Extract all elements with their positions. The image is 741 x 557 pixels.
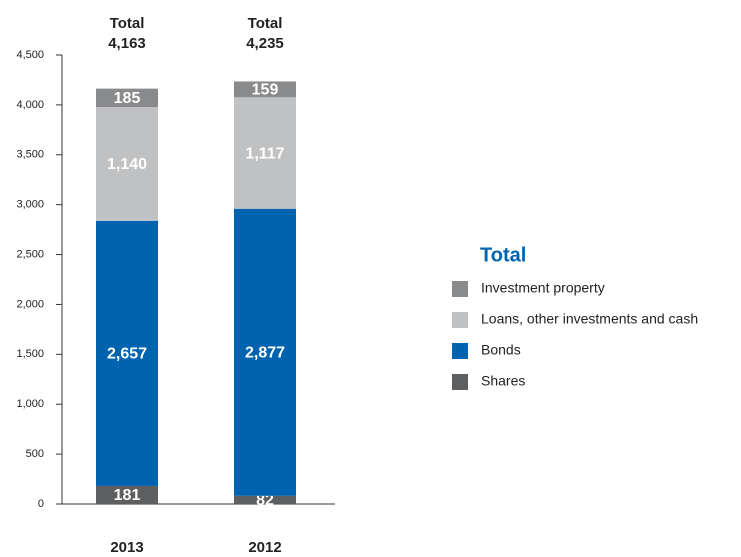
y-tick-label: 4,500 [16,49,44,61]
value-label: 82 [256,492,274,509]
legend-swatch [452,312,468,328]
value-label: 2,657 [107,346,147,363]
y-tick-label: 3,500 [16,149,44,161]
y-tick-label: 3,000 [16,199,44,211]
value-label: 1,140 [107,156,147,173]
y-tick-label: 1,500 [16,348,44,360]
total-label: 4,163 [108,35,146,52]
bar-segment [96,88,158,108]
y-tick-label: 2,000 [16,298,44,310]
value-label: 2,877 [245,345,285,362]
total-title: Total [110,15,145,32]
x-tick-label: 2012 [248,539,281,556]
total-label: 4,235 [246,35,284,52]
y-tick-label: 0 [38,498,44,510]
value-label: 1,117 [245,145,284,162]
bar-segment [234,495,296,504]
legend-title: Total [480,244,526,266]
x-tick-label: 2013 [110,539,143,556]
value-label: 159 [252,82,279,99]
bar-segment [96,107,158,221]
value-label: 181 [114,487,141,504]
bar-segment [234,208,296,496]
y-tick-label: 4,000 [16,99,44,111]
bar-segment [96,220,158,486]
legend-label: Loans, other investments and cash [481,311,698,327]
legend-swatch [452,343,468,359]
y-tick-label: 500 [26,448,44,460]
value-label: 185 [114,90,141,107]
bar-segment [234,81,296,98]
legend-swatch [452,281,468,297]
y-tick-label: 1,000 [16,398,44,410]
bar-segment [96,485,158,504]
legend-label: Bonds [481,342,521,358]
legend-label: Shares [481,373,525,389]
y-tick-label: 2,500 [16,248,44,260]
total-title: Total [248,15,283,32]
bar-segment [234,97,296,209]
legend-label: Investment property [481,280,605,296]
legend-swatch [452,374,468,390]
